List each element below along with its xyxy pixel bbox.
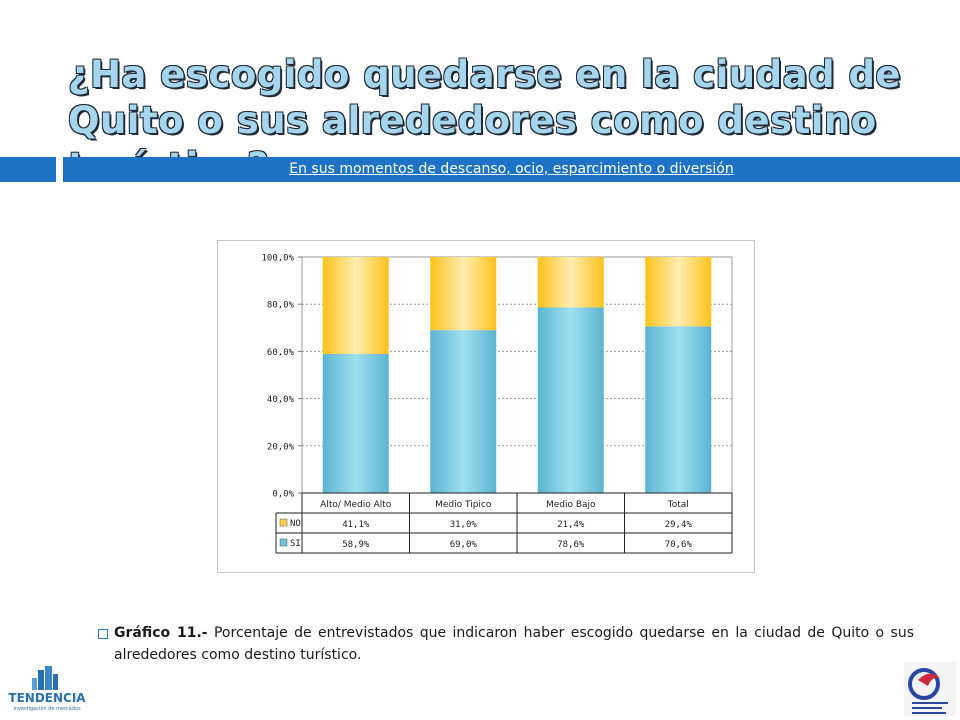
y-tick-label: 100,0% bbox=[261, 254, 294, 264]
bar-no bbox=[537, 257, 604, 308]
slide-subtitle: En sus momentos de descanso, ocio, espar… bbox=[289, 161, 734, 177]
bar-no bbox=[645, 257, 712, 327]
chart-container: 0,0% 20,0% 40,0% 60,0% 80,0% 100,0% Alto/ Medi… bbox=[217, 240, 755, 573]
y-tick-label: 40,0% bbox=[267, 395, 295, 405]
data-value-label: 70,6% bbox=[665, 540, 693, 550]
slide-title: ¿Ha escogido quedarse en la ciudad de Qu… bbox=[68, 53, 902, 188]
x-category-label: Medio Bajo bbox=[546, 500, 596, 510]
data-value-label: 29,4% bbox=[665, 520, 693, 530]
x-category-label: Medio Tipico bbox=[435, 500, 492, 510]
data-value-label: 78,6% bbox=[557, 540, 585, 550]
data-value-label: 31,0% bbox=[450, 520, 478, 530]
caption-label: Gráfico 11.- bbox=[114, 625, 208, 641]
caption-text: Porcentaje de entrevistados que indicaro… bbox=[114, 625, 914, 663]
header-band-left bbox=[0, 157, 56, 182]
bar-si bbox=[322, 353, 389, 493]
bar-no bbox=[430, 257, 497, 331]
bar-no bbox=[322, 257, 389, 354]
header-band bbox=[63, 157, 960, 182]
y-tick-label: 80,0% bbox=[267, 301, 295, 311]
legend-label: SI bbox=[290, 539, 301, 549]
quito-turismo-logo bbox=[904, 662, 956, 716]
figure-caption: Gráfico 11.- Porcentaje de entrevistados… bbox=[114, 622, 914, 666]
stacked-bar-chart: 0,0% 20,0% 40,0% 60,0% 80,0% 100,0% Alto/ Medi… bbox=[261, 254, 733, 554]
bullet-icon bbox=[98, 629, 108, 639]
bar-si bbox=[537, 307, 604, 493]
bar-si bbox=[430, 330, 497, 493]
x-category-label: Total bbox=[667, 500, 689, 510]
data-value-label: 69,0% bbox=[450, 540, 478, 550]
data-value-label: 58,9% bbox=[342, 540, 370, 550]
legend-label: NO bbox=[290, 519, 301, 529]
y-tick-label: 0,0% bbox=[272, 490, 294, 500]
svg-text:TENDENCIA: TENDENCIA bbox=[8, 691, 86, 705]
legend-swatch bbox=[279, 538, 288, 547]
x-category-label: Alto/ Medio Alto bbox=[320, 500, 392, 510]
y-tick-label: 20,0% bbox=[267, 442, 295, 452]
bar-si bbox=[645, 326, 712, 493]
legend-swatch bbox=[279, 518, 288, 527]
y-tick-label: 60,0% bbox=[267, 348, 295, 358]
data-value-label: 21,4% bbox=[557, 520, 585, 530]
svg-text:investigación de mercados: investigación de mercados bbox=[13, 705, 81, 712]
tendencia-logo: TENDENCIA investigación de mercados bbox=[8, 666, 86, 712]
data-value-label: 41,1% bbox=[342, 520, 370, 530]
